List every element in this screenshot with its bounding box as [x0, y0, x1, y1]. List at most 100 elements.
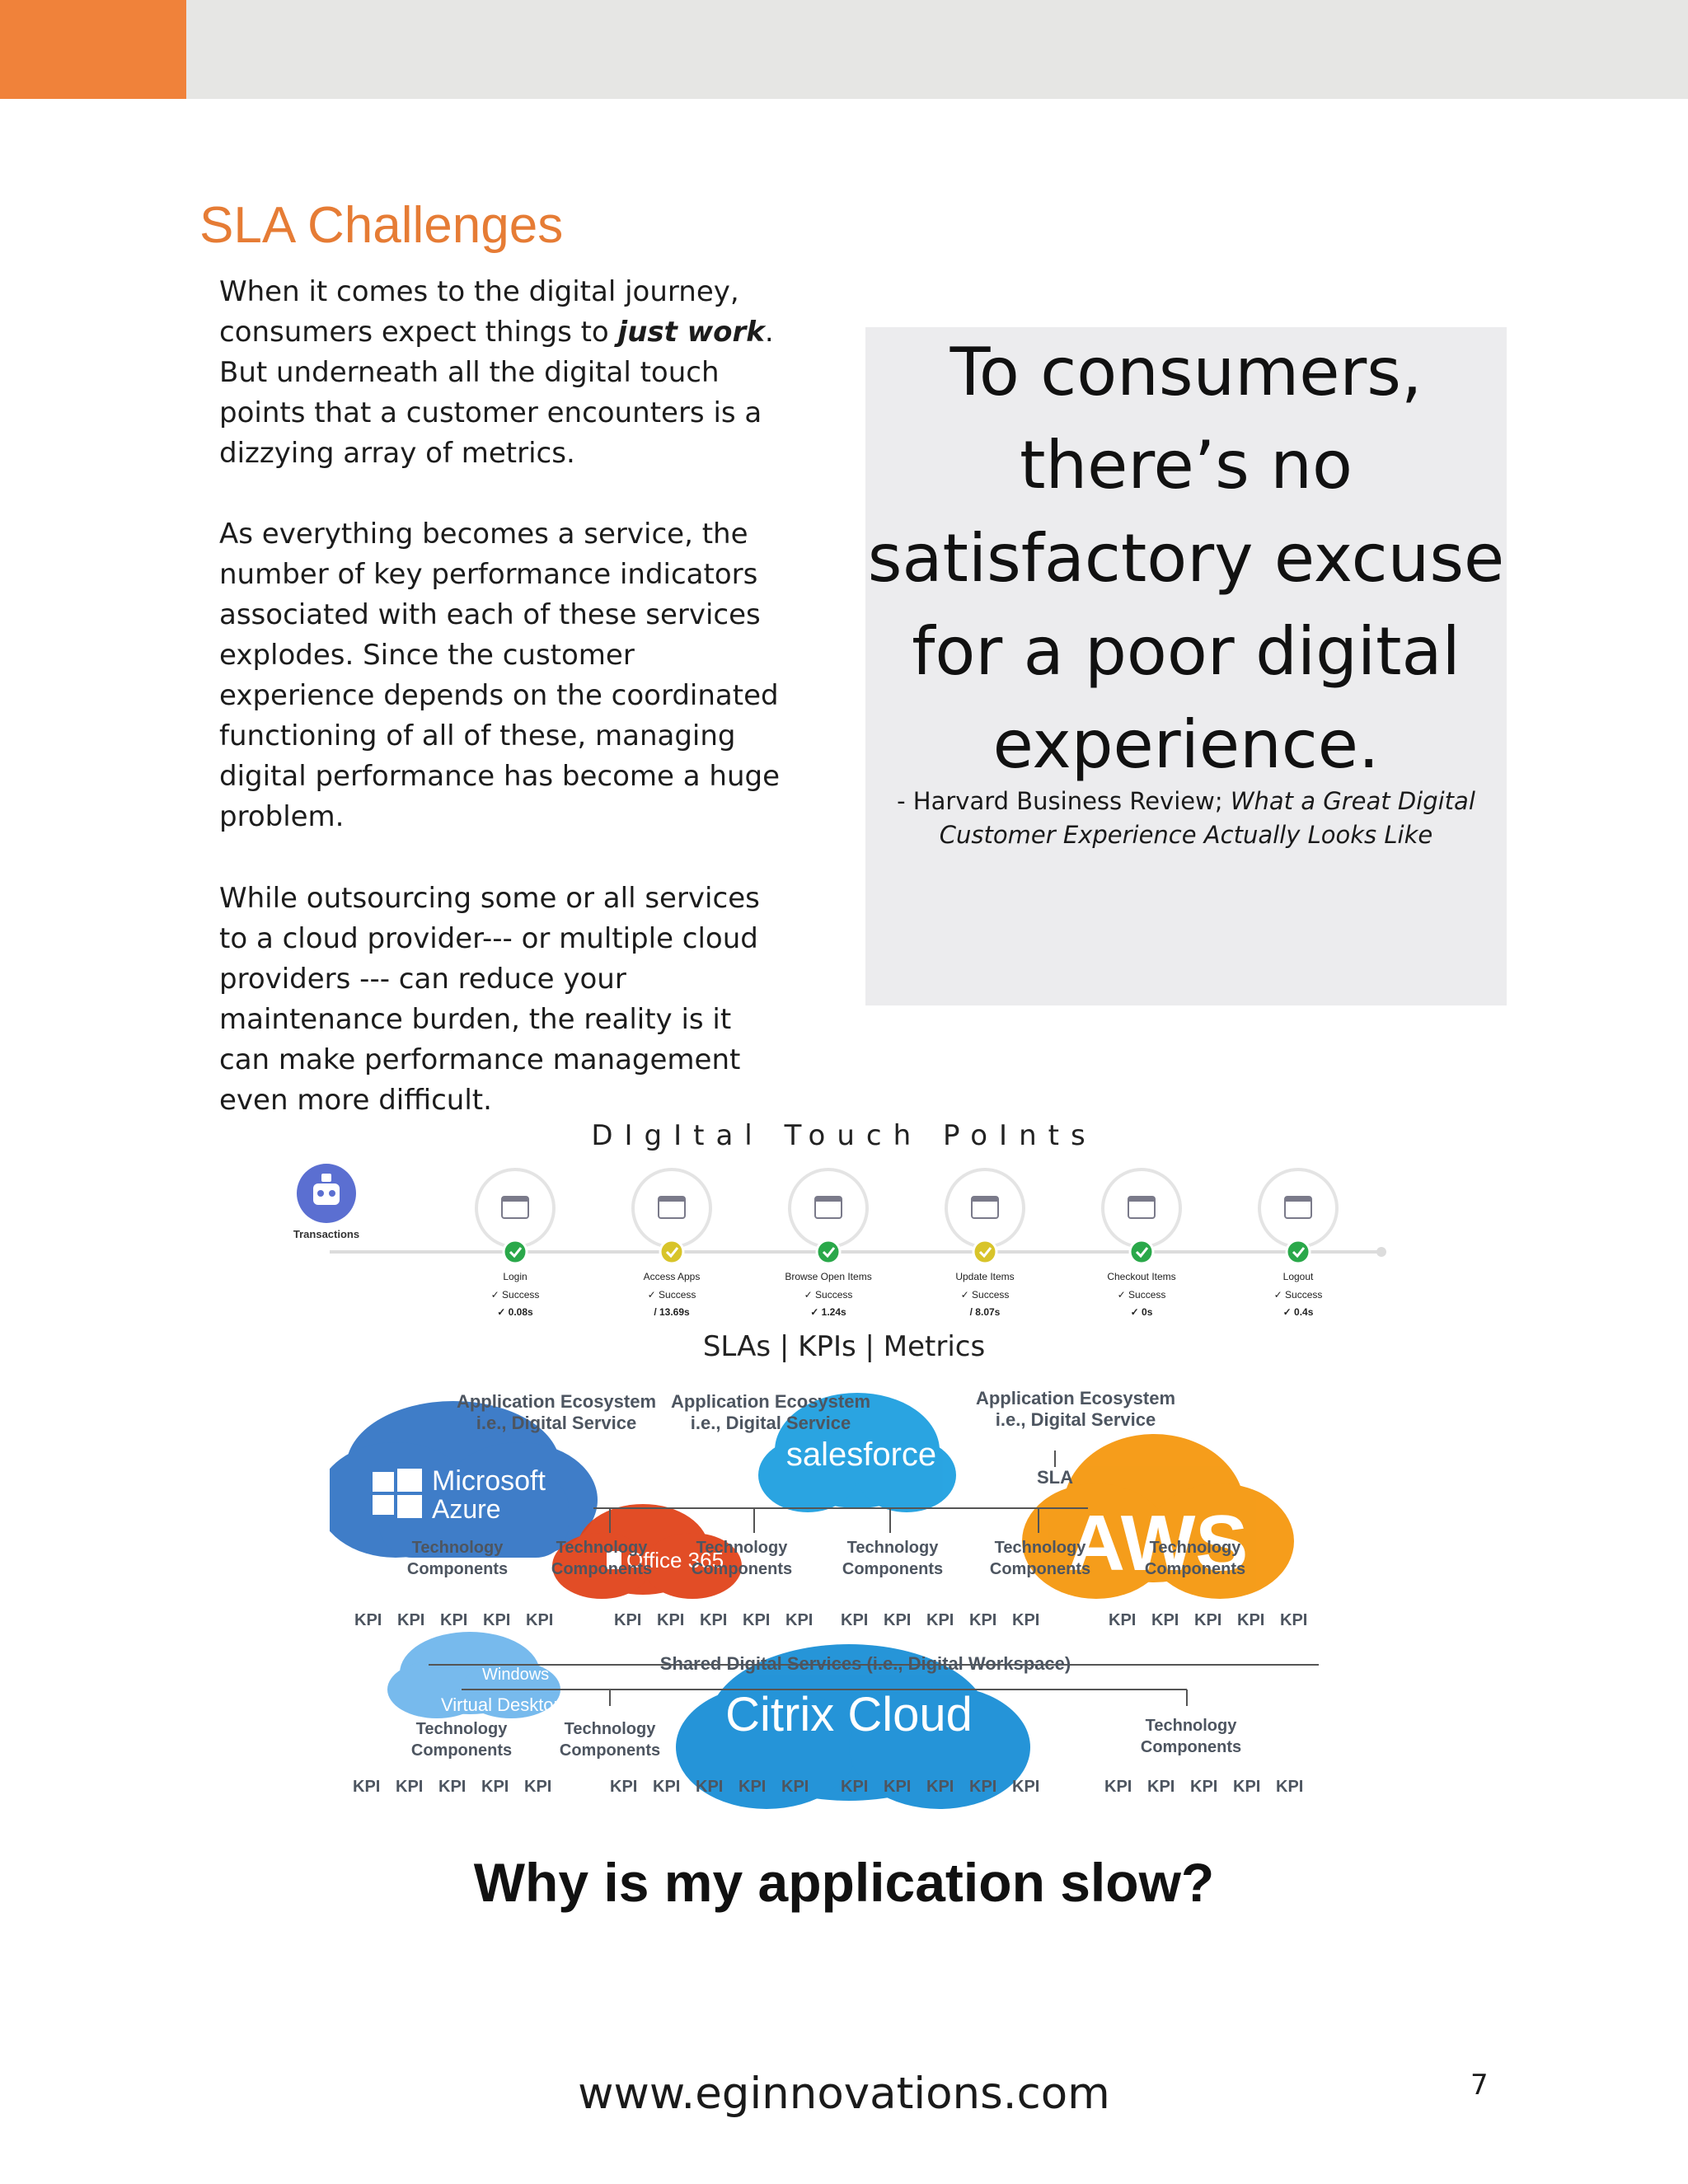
step-time: / 13.69s	[654, 1306, 690, 1318]
office-label: Office 365	[626, 1548, 724, 1572]
status-warning-icon	[659, 1239, 685, 1265]
ecosystem-label-1a: Application Ecosystem	[457, 1391, 656, 1412]
shared-services-label: Shared Digital Services (i.e., Digital W…	[660, 1653, 1071, 1674]
tech-5b: Components	[990, 1560, 1090, 1578]
kpi-label: KPI	[781, 1778, 809, 1796]
check-mark-icon	[665, 1247, 679, 1258]
azure-label-2: Azure	[432, 1494, 501, 1524]
tech-9a: Technology	[1146, 1717, 1238, 1735]
kpi-label: KPI	[969, 1778, 996, 1796]
check-mark-icon	[509, 1247, 523, 1258]
paragraph-intro: When it comes to the digital journey, co…	[219, 272, 788, 474]
kpi-label: KPI	[738, 1778, 766, 1796]
kpi-row-bottom: KPI KPI KPI KPI KPI KPI KPI KPI KPI KPI KPI KPI KPI K…	[353, 1778, 1303, 1796]
ecosystem-label-2a: Application Ecosystem	[671, 1391, 870, 1412]
kpi-label: KPI	[610, 1778, 637, 1796]
touch-point-step: Update Items ✓ Success / 8.07s	[945, 1168, 1025, 1318]
metrics-label: SLAs | KPIs | Metrics	[702, 1330, 986, 1363]
citrix-label: Citrix Cloud	[725, 1688, 973, 1741]
step-time: ✓ 1.24s	[810, 1306, 846, 1318]
kpi-label: KPI	[1194, 1611, 1221, 1629]
kpi-label: KPI	[1109, 1611, 1136, 1629]
kpi-label: KPI	[926, 1611, 954, 1629]
tech-3a: Technology	[696, 1539, 789, 1557]
kpi-label: KPI	[354, 1611, 382, 1629]
touch-points-title: DIgItal Touch PoInts	[591, 1119, 1097, 1152]
status-ok-icon	[1285, 1239, 1311, 1265]
paragraph-intro-start: When it comes to the digital journey, co…	[219, 275, 739, 349]
tech-8b: Components	[560, 1741, 660, 1760]
kpi-label: KPI	[653, 1778, 680, 1796]
hierarchy-lines	[429, 1451, 1319, 1706]
pull-quote-box: To consumers, there’s no satisfactory ex…	[865, 327, 1507, 1005]
ecosystem-label-1b: i.e., Digital Service	[476, 1413, 636, 1433]
tech-6b: Components	[1145, 1560, 1245, 1578]
office-cloud	[552, 1504, 742, 1599]
aws-label: AWS	[1068, 1499, 1249, 1587]
step-name: Update Items	[955, 1271, 1014, 1282]
step-status: ✓ Success	[648, 1289, 696, 1301]
status-ok-icon	[1128, 1239, 1155, 1265]
closing-question: Why is my application slow?	[473, 1852, 1215, 1913]
tech-3b: Components	[692, 1560, 792, 1578]
step-status: ✓ Success	[961, 1289, 1010, 1301]
sla-label: SLA	[1037, 1467, 1073, 1488]
ecosystem-label-2b: i.e., Digital Service	[691, 1413, 851, 1433]
kpi-label: KPI	[353, 1778, 380, 1796]
salesforce-cloud	[758, 1393, 956, 1512]
kpi-label: KPI	[700, 1611, 727, 1629]
cloud-services-diagram: Microsoft Azure salesforce Office 365 AW…	[330, 1388, 1319, 1809]
check-mark-icon	[1292, 1247, 1306, 1258]
step-name: Checkout Items	[1107, 1271, 1175, 1282]
tech-4a: Technology	[847, 1539, 940, 1557]
kpi-label: KPI	[841, 1611, 868, 1629]
tech-6a: Technology	[1150, 1539, 1242, 1557]
kpi-label: KPI	[1237, 1611, 1264, 1629]
kpi-label: KPI	[1012, 1611, 1039, 1629]
step-status: ✓ Success	[1274, 1289, 1323, 1301]
ecosystem-label-3b: i.e., Digital Service	[996, 1409, 1156, 1430]
kpi-label: KPI	[481, 1778, 509, 1796]
aws-cloud	[1022, 1434, 1294, 1599]
paragraph-intro-end: . But underneath all the digital touch p…	[219, 316, 774, 470]
touch-point-step: Access Apps ✓ Success / 13.69s	[631, 1168, 712, 1318]
browser-window-titlebar	[972, 1197, 998, 1202]
tech-1b: Components	[407, 1560, 508, 1578]
kpi-label: KPI	[1233, 1778, 1260, 1796]
transactions-label: Transactions	[293, 1228, 359, 1240]
browser-window-titlebar	[502, 1197, 528, 1202]
ecosystem-label-3a: Application Ecosystem	[976, 1388, 1175, 1408]
quote-source-prefix: - Harvard Business Review;	[897, 787, 1231, 815]
step-status: ✓ Success	[491, 1289, 540, 1301]
check-mark-icon	[1135, 1247, 1149, 1258]
azure-label-1: Microsoft	[432, 1465, 546, 1497]
section-title: SLA Challenges	[199, 197, 564, 254]
kpi-label: KPI	[1276, 1778, 1303, 1796]
touch-point-step: Browse Open Items ✓ Success ✓ 1.24s	[785, 1168, 872, 1318]
kpi-label: KPI	[1104, 1778, 1132, 1796]
transactions-robot-icon	[297, 1164, 356, 1223]
kpi-label: KPI	[440, 1611, 467, 1629]
emphasis-just-work: just work	[617, 316, 765, 349]
tech-2a: Technology	[556, 1539, 649, 1557]
tech-7a: Technology	[416, 1720, 509, 1738]
salesforce-label: salesforce	[786, 1436, 936, 1473]
tech-9b: Components	[1141, 1738, 1241, 1756]
status-warning-icon	[972, 1239, 998, 1265]
quote-source: - Harvard Business Review; What a Great …	[865, 785, 1507, 852]
timeline-end-dot	[1376, 1247, 1386, 1257]
status-ok-icon	[815, 1239, 842, 1265]
kpi-label: KPI	[1280, 1611, 1307, 1629]
step-time: / 8.07s	[970, 1306, 1001, 1318]
kpi-label: KPI	[396, 1778, 423, 1796]
kpi-label: KPI	[524, 1778, 551, 1796]
kpi-label: KPI	[1190, 1778, 1217, 1796]
kpi-label: KPI	[785, 1611, 813, 1629]
windows-logo-icon	[373, 1469, 422, 1518]
kpi-label: KPI	[969, 1611, 996, 1629]
touch-point-step: Login ✓ Success ✓ 0.08s	[475, 1168, 556, 1318]
office-logo-icon	[607, 1551, 621, 1569]
paragraph-services: As everything becomes a service, the num…	[219, 518, 781, 833]
tech-8a: Technology	[565, 1720, 657, 1738]
kpi-label: KPI	[483, 1611, 510, 1629]
